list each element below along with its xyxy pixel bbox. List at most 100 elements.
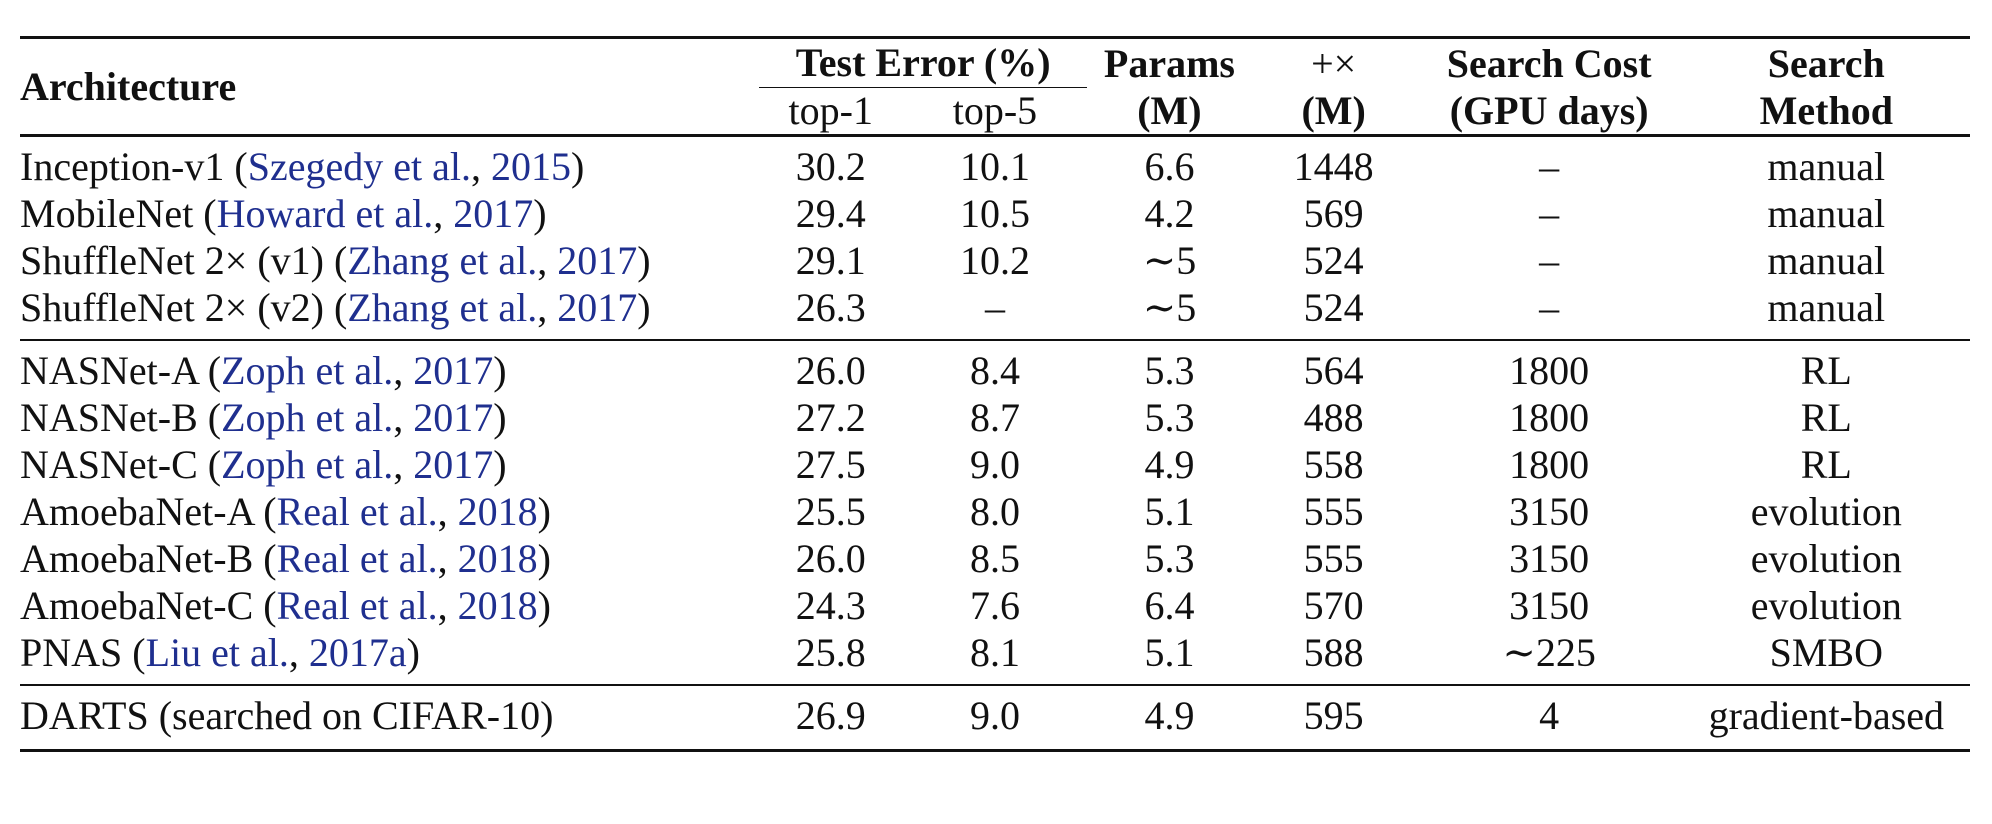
top1-error-cell: 27.5 [795,442,866,487]
citation-year-link[interactable]: 2018 [457,489,538,534]
mult-adds-cell: 524 [1303,238,1364,283]
params-cell: 5.3 [1144,348,1195,393]
citation-separator: , [437,536,458,581]
params-cell: 4.9 [1144,442,1195,487]
citation-author-link[interactable]: Szegedy et al. [247,144,471,189]
table-row: PNAS (Liu et al., 2017a) 25.8 8.1 5.1 588 ∼22… [20,629,1970,685]
citation-year-link[interactable]: 2017 [413,442,494,487]
citation-year-link[interactable]: 2018 [457,536,538,581]
architecture-cell: NASNet-A (Zoph et al., 2017) [20,340,759,394]
architecture-name: NASNet-B ( [20,395,222,440]
top1-error-cell: 25.8 [795,630,866,675]
top1-error-cell: 25.5 [795,489,866,534]
header-method-line2: Method [1759,88,1893,133]
group-manual: Inception-v1 (Szegedy et al., 2015) 30.2 1… [20,136,1970,341]
mult-adds-cell: 555 [1303,536,1364,581]
citation-year-link[interactable]: 2015 [490,144,571,189]
citation-author-link[interactable]: Real et al. [276,536,438,581]
header-params-line1: Params [1103,40,1235,86]
mult-adds-cell: 570 [1303,583,1364,628]
architecture-name: MobileNet ( [20,191,217,236]
citation-author-link[interactable]: Zoph et al. [221,442,394,487]
search-method-cell: evolution [1750,583,1902,628]
citation-year-link[interactable]: 2017 [413,395,494,440]
table-row: AmoebaNet-B (Real et al., 2018) 26.0 8.5 5.… [20,535,1970,582]
params-cell: ∼5 [1142,285,1197,330]
citation-year-link[interactable]: 2017 [557,238,638,283]
citation-author-link[interactable]: Real et al. [276,489,438,534]
table-row: ShuffleNet 2× (v1) (Zhang et al., 2017) 2… [20,237,1970,284]
search-method-cell: RL [1800,395,1852,440]
params-cell: 5.1 [1144,489,1195,534]
architecture-cell: AmoebaNet-C (Real et al., 2018) [20,582,759,629]
table-row: NASNet-B (Zoph et al., 2017) 27.2 8.7 5.3 48… [20,394,1970,441]
citation-close: ) [493,442,507,487]
citation-close: ) [537,583,551,628]
mult-adds-cell: 564 [1303,348,1364,393]
citation-close: ) [533,191,547,236]
citation-author-link[interactable]: Zhang et al. [347,285,538,330]
citation-year-link[interactable]: 2017 [413,348,494,393]
architecture-name: AmoebaNet-B ( [20,536,277,581]
citation-author-link[interactable]: Zoph et al. [221,395,394,440]
table-row: NASNet-A (Zoph et al., 2017) 26.0 8.4 5.3 56… [20,340,1970,394]
citation-close: ) [637,238,651,283]
architecture-cell: MobileNet (Howard et al., 2017) [20,190,759,237]
search-cost-cell: 4 [1539,693,1560,738]
header-test-error-label: Test Error (%) [758,39,1088,88]
top1-error-cell: 26.3 [795,285,866,330]
citation-author-link[interactable]: Real et al. [276,583,438,628]
search-method-cell: RL [1800,442,1852,487]
header-top5: top-5 [952,88,1038,133]
citation-separator: , [393,442,414,487]
citation-separator: , [288,630,309,675]
search-method-cell: evolution [1750,489,1902,534]
search-cost-cell: 3150 [1509,536,1590,581]
header-cost-line2: (GPU days) [1449,88,1649,133]
search-method-cell: manual [1767,144,1886,189]
architecture-name: NASNet-C ( [20,442,222,487]
architecture-cell: Inception-v1 (Szegedy et al., 2015) [20,136,759,191]
table-row: ShuffleNet 2× (v2) (Zhang et al., 2017) 2… [20,284,1970,340]
citation-author-link[interactable]: Liu et al. [145,630,289,675]
search-cost-cell: – [1539,285,1560,330]
architecture-name: PNAS ( [20,630,146,675]
mult-adds-cell: 524 [1303,285,1364,330]
citation-separator: , [470,144,491,189]
citation-close: ) [637,285,651,330]
top5-error-cell: 10.1 [959,144,1030,189]
citation-separator: , [433,191,454,236]
top1-error-cell: 30.2 [795,144,866,189]
architecture-cell: AmoebaNet-B (Real et al., 2018) [20,535,759,582]
mult-adds-cell: 555 [1303,489,1364,534]
citation-year-link[interactable]: 2017a [308,630,407,675]
search-method-cell: RL [1800,348,1852,393]
group-darts: DARTS (searched on CIFAR-10) 26.9 9.0 4.9 59… [20,685,1970,751]
search-method-cell: gradient-based [1708,693,1945,738]
search-cost-cell: – [1539,144,1560,189]
citation-author-link[interactable]: Zoph et al. [221,348,394,393]
citation-author-link[interactable]: Howard et al. [216,191,434,236]
mult-adds-cell: 1448 [1293,144,1374,189]
mult-adds-cell: 558 [1303,442,1364,487]
mult-adds-cell: 569 [1303,191,1364,236]
architecture-cell: ShuffleNet 2× (v2) (Zhang et al., 2017) [20,284,759,340]
citation-year-link[interactable]: 2017 [557,285,638,330]
citation-author-link[interactable]: Zhang et al. [347,238,538,283]
search-cost-cell: 1800 [1509,442,1590,487]
citation-separator: , [437,583,458,628]
citation-close: ) [537,536,551,581]
top5-error-cell: 7.6 [969,583,1020,628]
top5-error-cell: 9.0 [969,442,1020,487]
params-cell: ∼5 [1142,238,1197,283]
params-cell: 5.1 [1144,630,1195,675]
table-row: NASNet-C (Zoph et al., 2017) 27.5 9.0 4.9 55… [20,441,1970,488]
top5-error-cell: 9.0 [969,693,1020,738]
top5-error-cell: 10.2 [959,238,1030,283]
citation-year-link[interactable]: 2017 [453,191,534,236]
citation-year-link[interactable]: 2018 [457,583,538,628]
params-cell: 6.6 [1144,144,1195,189]
table-row: MobileNet (Howard et al., 2017) 29.4 10.5 4… [20,190,1970,237]
params-cell: 4.2 [1144,191,1195,236]
search-cost-cell: ∼225 [1502,630,1596,675]
